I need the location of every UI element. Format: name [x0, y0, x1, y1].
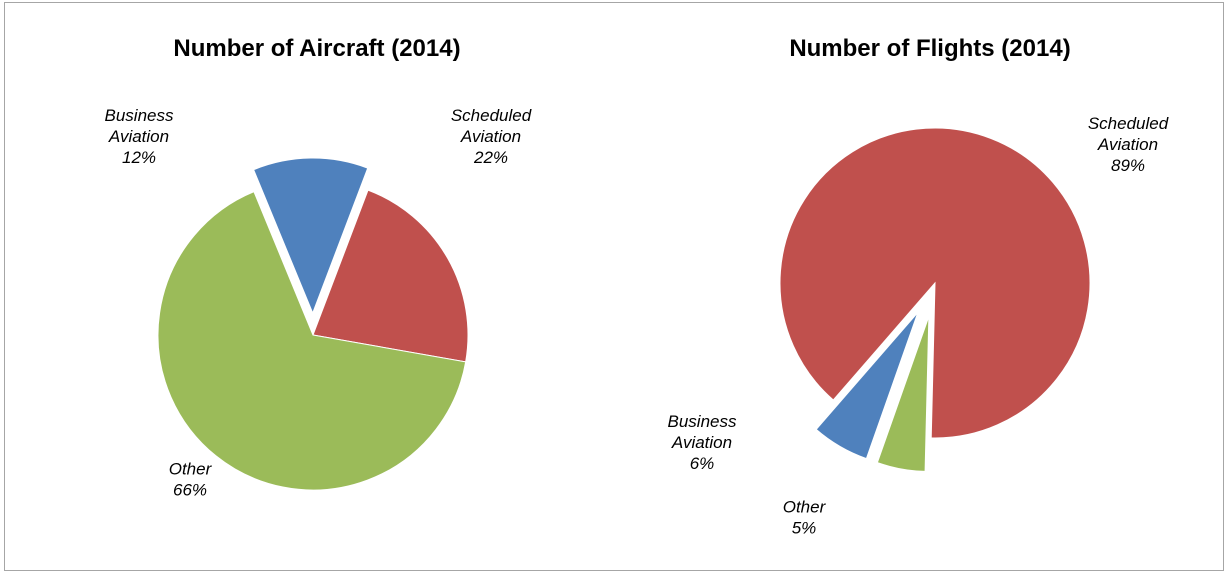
pie-slice-other — [876, 316, 930, 472]
pie-slice-scheduled-aviation — [779, 127, 1091, 439]
slice-label-business-aviation: Business Aviation 12% — [105, 106, 174, 167]
slice-label-scheduled-aviation: Scheduled Aviation 22% — [451, 106, 532, 167]
chart-title-aircraft: Number of Aircraft (2014) — [173, 35, 460, 62]
pie-slice-other — [157, 191, 467, 491]
slice-label-business-aviation: Business Aviation 6% — [668, 412, 737, 473]
slice-label-scheduled-aviation: Scheduled Aviation 89% — [1088, 114, 1169, 175]
slice-label-other: Other 5% — [783, 498, 827, 538]
chart-title-flights: Number of Flights (2014) — [789, 35, 1070, 62]
pie-slice-scheduled-aviation — [312, 189, 469, 363]
pie-flights: Scheduled Aviation 89% Other 5% Business Aviat… — [668, 114, 1169, 538]
slice-label-other: Other 66% — [169, 460, 213, 500]
pie-slice-business-aviation — [815, 312, 919, 460]
pie-aircraft: Scheduled Aviation 22% Other 66% Business Avia… — [105, 106, 532, 500]
pie-slice-business-aviation — [252, 157, 369, 315]
